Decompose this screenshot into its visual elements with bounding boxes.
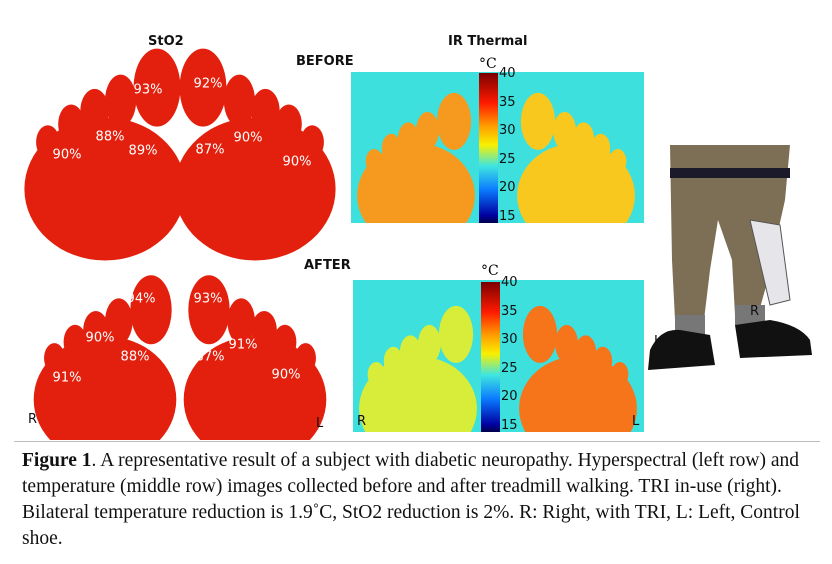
colorbar-tick: 35 [501,303,518,319]
thermal-left-label: L [632,414,640,429]
sto2-value: 88% [120,349,150,365]
foot-shape [130,275,172,345]
sto2-value: 94% [126,291,156,307]
sto2-value: 87% [195,349,225,365]
foot-shape [24,117,186,261]
foot-shape [36,125,60,160]
caption-divider [14,441,820,442]
colorbar-tick: 15 [501,417,518,433]
foot-shape [367,361,385,387]
foot-shape [179,48,227,127]
colorbar-tick: 15 [499,208,516,224]
foot-shape [58,104,85,144]
foot-shape [555,324,578,363]
foot-shape [251,88,280,134]
sto2-value: 91% [52,370,82,386]
sto2-value: 90% [282,154,312,170]
foot-shape [611,361,629,387]
tri-in-use-photo [648,145,812,370]
sto2-title: StO2 [148,34,184,49]
colorbar-tick: 30 [501,332,518,347]
colorbar-before [479,73,498,223]
foot-shape [365,148,383,174]
sto2-value: 92% [193,76,223,92]
foot-shape [275,104,302,144]
foot-shape [105,298,133,345]
foot-shape [591,133,611,163]
colorbar-unit: °C [481,263,499,279]
colorbar-tick: 20 [501,389,518,404]
foot-shape [383,346,403,376]
foot-shape [381,133,401,163]
caption-text: . A representative result of a subject w… [22,450,800,549]
foot-shape [273,324,297,360]
foot-shape [227,298,255,345]
foot-shape [295,343,316,374]
sto2-value: 89% [128,143,158,159]
colorbar-tick: 20 [499,180,516,195]
sto2-value: 91% [228,337,258,353]
sto2-value: 90% [52,147,82,163]
foot-shape [33,336,177,440]
foot-shape [593,346,613,376]
foot-shape [183,336,327,440]
foot-shape [553,111,576,150]
foot-shape [397,122,419,155]
thermal-right-label: R [357,414,367,429]
foot-shape [416,111,439,150]
foot-shape [188,275,230,345]
sto2-feet-image [24,48,336,440]
before-label: BEFORE [296,54,354,69]
foot-shape [399,335,421,368]
colorbar-tick: 40 [499,66,516,81]
colorbar-unit: °C [479,56,497,72]
foot-shape [522,305,558,363]
foot-shape [418,324,441,363]
sto2-value: 90% [271,367,301,383]
foot-shape [223,74,255,127]
foot-shape [83,310,109,351]
figure-label: Figure 1 [22,450,92,471]
colorbar-tick: 25 [499,151,516,167]
colorbar-tick: 30 [499,123,516,138]
colorbar-tick: 35 [499,94,516,110]
foot-shape [609,148,627,174]
foot-shape [133,48,181,127]
sto2-value: 90% [85,330,115,346]
sto2-left-label: L [316,416,324,431]
foot-shape [438,305,474,363]
foot-shape [300,125,324,160]
ir-thermal-title: IR Thermal [448,34,528,49]
photo-left-label: L [654,334,662,349]
colorbar-tick: 25 [501,360,518,376]
foot-shape [436,92,472,150]
after-label: AFTER [304,258,351,273]
foot-shape [519,356,637,432]
colorbar-after [481,282,500,432]
foot-shape [517,143,635,223]
foot-shape [575,335,597,368]
foot-shape [359,356,477,432]
sto2-value: 93% [133,82,163,98]
foot-shape [44,343,65,374]
foot-shape [174,117,336,261]
sto2-right-label: R [28,412,38,427]
foot-shape [105,74,137,127]
foot-shape [573,122,595,155]
sto2-value: 93% [193,291,223,307]
colorbar-tick: 40 [501,275,518,290]
foot-shape [63,324,87,360]
foot-shape [357,143,475,223]
foot-shape [520,92,556,150]
sto2-value: 87% [195,142,225,158]
foot-shape [251,310,277,351]
sto2-value: 90% [233,130,263,146]
figure-caption: Figure 1. A representative result of a s… [22,448,822,552]
sto2-value: 88% [95,129,125,145]
foot-shape [80,88,109,134]
photo-right-label: R [750,304,760,319]
